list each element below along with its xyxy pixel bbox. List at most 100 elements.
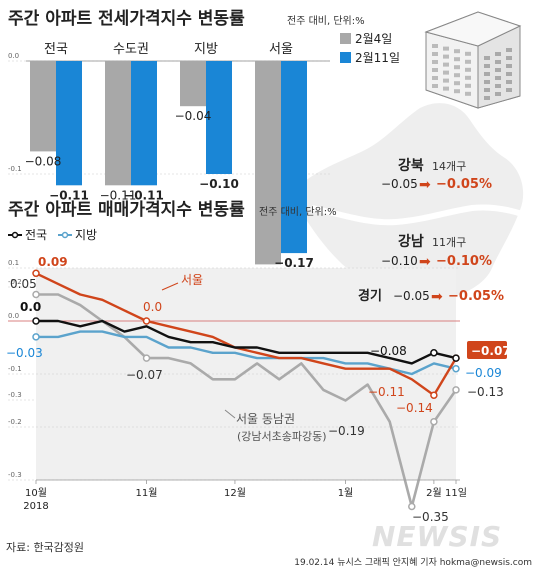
building-window <box>443 54 449 59</box>
series-line <box>36 319 457 365</box>
bar-y-tick-label: -0.2 <box>8 278 22 286</box>
annotation-gangnam-label: 서울 동남권 <box>236 412 295 426</box>
building-window <box>484 64 490 68</box>
line-y-tick-label: -0.3 <box>8 471 22 479</box>
building-window <box>506 48 512 52</box>
bar <box>255 61 281 265</box>
building-window <box>465 51 471 56</box>
bar <box>131 61 157 186</box>
line-chart-series <box>35 272 458 508</box>
bar-legend: 2월4일 2월11일 <box>340 32 400 65</box>
bar-chart-subtitle: 전주 대비, 단위:% <box>287 14 365 27</box>
newsis-logo: NEWSIS <box>372 520 502 553</box>
bar-value-label: −0.10 <box>199 177 239 191</box>
series-point <box>452 354 460 362</box>
building-window <box>443 86 449 91</box>
building-window <box>506 56 512 60</box>
bar <box>281 61 307 254</box>
building-window <box>465 83 471 88</box>
building-window <box>484 80 490 84</box>
series-point <box>32 333 40 341</box>
building-window <box>432 84 438 88</box>
building-window <box>495 76 501 80</box>
building-window <box>443 70 449 75</box>
building-windows <box>432 44 512 100</box>
line-y-tick-label: 0.1 <box>8 259 19 267</box>
annotation-start-national: 0.0 <box>20 300 41 314</box>
arrow-right-icon: ➡ <box>431 289 443 305</box>
series-line <box>35 272 458 397</box>
building-window <box>454 49 460 54</box>
bar <box>30 61 56 152</box>
region-gyeonggi-name: 경기 <box>358 288 382 304</box>
bar-y-tick-label: 0.0 <box>8 52 19 60</box>
bar-category-label: 수도권 <box>113 42 149 57</box>
building-window <box>432 44 438 48</box>
building-window <box>432 76 438 80</box>
building-window <box>506 64 512 68</box>
building-window <box>495 84 501 88</box>
annotation-gangnam-sub: (강남서초송파강동) <box>237 430 327 443</box>
annotation-national-feb4: −0.08 <box>370 344 407 358</box>
building-window <box>443 78 449 83</box>
x-tick-sublabel: 2018 <box>23 501 48 512</box>
bar-value-label: −0.11 <box>124 188 164 202</box>
bar-value-label: −0.11 <box>49 188 89 202</box>
building-window <box>454 73 460 78</box>
annotation-gangnam-leader <box>224 409 236 419</box>
legend-label-feb11: 2월11일 <box>355 51 400 65</box>
bar <box>180 61 206 107</box>
annotation-start-local: −0.03 <box>6 346 43 360</box>
line-y-tick-label: 0.0 <box>8 312 19 320</box>
bar-category-label: 서울 <box>269 42 293 57</box>
annotation-seoul-min: −0.14 <box>396 401 433 415</box>
line-y-tick-label: -0.1 <box>8 365 22 373</box>
region-gangbuk: 강북 14개구 −0.05 ➡ −0.05% <box>381 157 492 193</box>
building-window <box>454 81 460 86</box>
annotation-seoul-nov: 0.0 <box>143 300 162 314</box>
bar <box>206 61 232 174</box>
credit-line: 19.02.14 뉴시스 그래픽 안지혜 기자 hokma@newsis.com <box>294 556 532 568</box>
line-chart-x-ticks: 10월 2018 11월 12월 1월 2월 11일 <box>23 479 467 512</box>
legend-marker-local <box>61 231 69 239</box>
building-window <box>495 92 501 96</box>
building-window <box>454 57 460 62</box>
bar-chart-bars <box>30 61 307 265</box>
series-point <box>142 317 151 325</box>
seoul-map-shape <box>300 103 524 301</box>
series-point <box>452 364 460 373</box>
bar <box>105 61 131 186</box>
arrow-right-icon: ➡ <box>419 177 431 193</box>
line-chart-points <box>32 269 460 511</box>
series-point <box>32 269 40 278</box>
legend-marker-national <box>11 231 19 239</box>
annotation-gangnam-jan: −0.19 <box>328 424 365 438</box>
x-tick-label: 11일 <box>445 487 467 499</box>
building-window <box>432 68 438 72</box>
region-gangnam: 강남 11개구 −0.10 ➡ −0.10% <box>381 233 492 270</box>
series-point <box>430 349 438 357</box>
x-tick-label: 1월 <box>338 487 354 499</box>
region-gangbuk-to: −0.05% <box>436 177 492 192</box>
building-window <box>484 96 490 100</box>
line-chart-title: 주간 아파트 매매가격지수 변동률 <box>8 200 245 220</box>
building-window <box>495 60 501 64</box>
apartment-building-icon <box>424 11 522 109</box>
annotation-end-local: −0.09 <box>465 366 502 380</box>
annotation-start-seoul: 0.09 <box>38 255 68 269</box>
annotation-seoul-label: 서울 <box>181 273 203 287</box>
bar-chart-title: 주간 아파트 전세가격지수 변동률 <box>8 9 245 29</box>
han-river <box>311 204 523 226</box>
annotation-gangnam-nov: −0.07 <box>126 368 163 382</box>
series-point <box>430 391 438 399</box>
region-gangnam-to: −0.10% <box>436 254 492 269</box>
bar-value-label: −0.17 <box>274 256 314 270</box>
bar-y-tick-label: -0.1 <box>8 165 22 173</box>
x-tick-label: 11월 <box>136 487 158 499</box>
source-note: 자료: 한국감정원 <box>6 541 84 554</box>
bar-value-label: −0.08 <box>25 154 62 168</box>
building-window <box>506 88 512 92</box>
legend-label-feb4: 2월4일 <box>355 32 392 46</box>
building-window <box>484 56 490 60</box>
